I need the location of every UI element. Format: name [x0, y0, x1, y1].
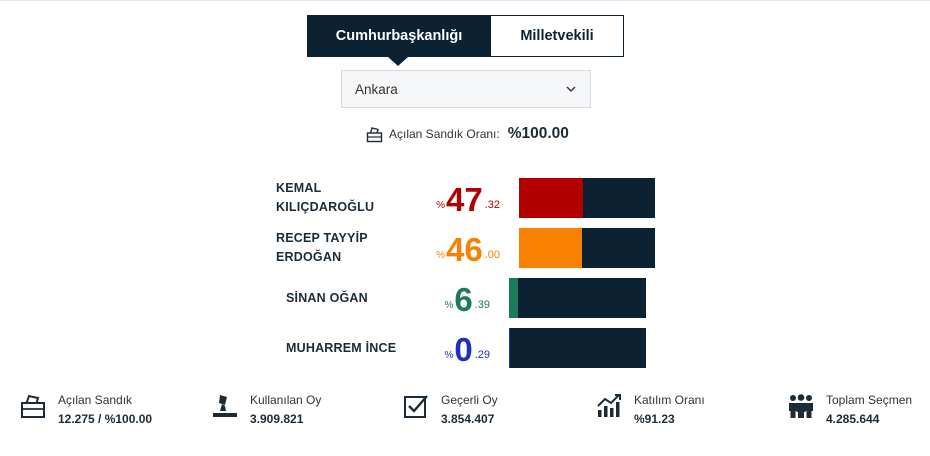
stat-label: Açılan Sandık: [58, 393, 133, 407]
stat-value: 3.909.821: [250, 412, 304, 426]
city-select-value: Ankara: [355, 81, 398, 97]
city-select[interactable]: Ankara: [341, 70, 591, 108]
candidate-vote-fill: [519, 178, 584, 218]
tab-presidential[interactable]: Cumhurbaşkanlığı: [307, 15, 491, 66]
candidate-vote-fill: [519, 228, 582, 268]
open-ballot-value: %100.00: [507, 125, 569, 142]
election-type-tabs: Cumhurbaşkanlığı Milletvekili: [307, 15, 624, 66]
candidate-row: RECEP TAYYİP ERDOĞAN % 46 .00: [0, 228, 930, 268]
ballot-box-icon: [21, 394, 45, 418]
chart-growth-icon: [597, 394, 621, 417]
open-ballot-label: Açılan Sandık Oranı:: [389, 127, 500, 141]
tab-parliamentary[interactable]: Milletvekili: [491, 15, 624, 57]
candidate-percentage: % 6 .39: [444, 281, 490, 318]
stat-value: %91.23: [634, 412, 675, 426]
stat-value: 12.275 / %100.00: [58, 412, 153, 426]
candidate-name: MUHARREM İNCE: [286, 340, 397, 355]
candidate-row: KEMAL KILIÇDAROĞLU % 47 .32: [0, 178, 930, 218]
candidate-name: SİNAN OĞAN: [286, 290, 368, 305]
people-group-icon: [789, 394, 813, 418]
stat-valid-votes: Geçerli Oy 3.854.407: [403, 392, 498, 427]
checkbox-icon: [404, 395, 428, 418]
stat-label: Katılım Oranı: [634, 393, 705, 407]
stat-opened-ballots: Açılan Sandık 12.275 / %100.00: [20, 392, 152, 427]
voting-hand-icon: [213, 395, 237, 417]
candidate-row: SİNAN OĞAN % 6 .39: [0, 278, 930, 318]
candidate-vote-bar: [509, 328, 646, 368]
candidate-percentage: % 46 .00: [436, 231, 500, 268]
candidate-row: MUHARREM İNCE % 0 .29: [0, 328, 930, 368]
candidate-vote-bar: [519, 178, 655, 218]
ballot-box-icon: [366, 126, 383, 142]
stat-total-voters: Toplam Seçmen 4.285.644: [788, 392, 912, 427]
candidate-vote-bar: [509, 278, 646, 318]
stat-votes-cast: Kullanılan Oy 3.909.821: [212, 392, 321, 427]
candidate-vote-fill: [509, 278, 518, 318]
candidate-name: RECEP TAYYİP ERDOĞAN: [276, 231, 368, 264]
candidate-name: KEMAL KILIÇDAROĞLU: [276, 181, 375, 214]
top-divider: [0, 0, 930, 1]
open-ballot-ratio: Açılan Sandık Oranı: %100.00: [366, 125, 569, 143]
candidate-vote-bar: [519, 228, 655, 268]
candidate-percentage: % 0 .29: [444, 331, 490, 368]
stat-value: 4.285.644: [826, 412, 880, 426]
stat-turnout-rate: Katılım Oranı %91.23: [596, 392, 705, 427]
stat-label: Toplam Seçmen: [826, 393, 913, 407]
stat-value: 3.854.407: [441, 412, 495, 426]
stat-label: Geçerli Oy: [441, 393, 498, 407]
chevron-down-icon: [566, 86, 576, 92]
candidate-percentage: % 47 .32: [436, 181, 500, 218]
stat-label: Kullanılan Oy: [250, 393, 322, 407]
